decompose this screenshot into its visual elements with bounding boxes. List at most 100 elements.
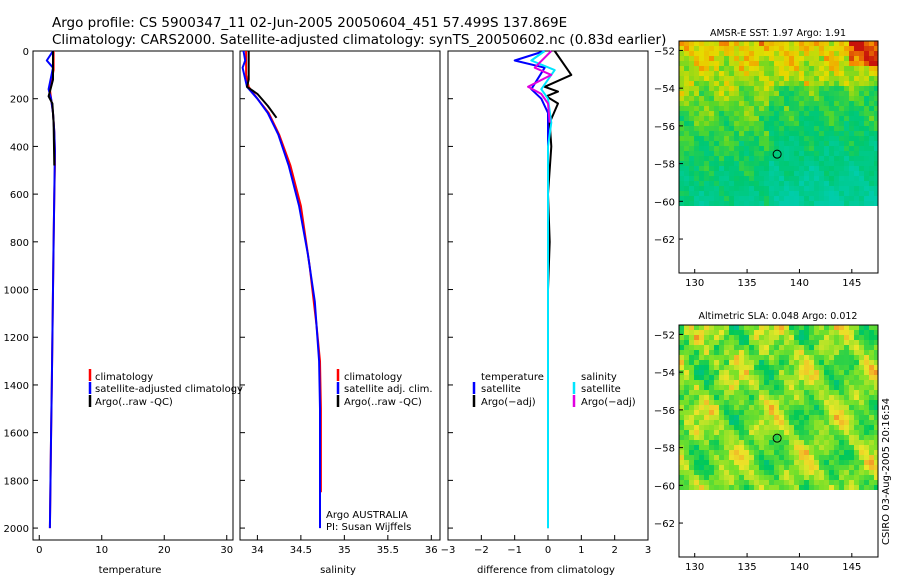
sst-heat-cell <box>869 131 875 137</box>
sst-heat-cell <box>729 191 735 197</box>
sla-heat-cell <box>689 330 695 336</box>
sla-heat-cell <box>759 440 765 446</box>
sst-heat-cell <box>874 141 878 147</box>
sla-heat-cell <box>864 360 870 366</box>
sst-heat-cell <box>874 91 878 97</box>
sst-heat-cell <box>849 151 855 157</box>
sst-heat-cell <box>684 181 690 187</box>
sla-heat-cell <box>734 330 740 336</box>
sla-heat-cell <box>729 330 735 336</box>
sla-heat-cell <box>864 440 870 446</box>
sst-heat-cell <box>729 111 735 117</box>
sla-heat-cell <box>764 400 770 406</box>
sst-heat-cell <box>809 106 815 112</box>
sst-heat-cell <box>709 191 715 197</box>
sst-heat-cell <box>739 121 745 127</box>
sst-heat-cell <box>844 101 850 107</box>
sla-heat-cell <box>709 445 715 451</box>
sst-heat-cell <box>754 41 760 47</box>
depth-tick-label: 1000 <box>4 286 29 297</box>
sst-heat-cell <box>724 96 730 102</box>
sst-heat-cell <box>714 51 720 57</box>
sst-heat-cell <box>854 86 860 92</box>
sst-heat-cell <box>774 56 780 62</box>
sla-heat-cell <box>869 385 875 391</box>
sla-heat-cell <box>844 375 850 381</box>
sla-heat-cell <box>854 325 860 331</box>
sla-heat-cell <box>809 390 815 396</box>
sst-heat-cell <box>799 116 805 122</box>
sla-heat-cell <box>709 355 715 361</box>
sla-heat-cell <box>694 375 700 381</box>
sla-heat-cell <box>779 440 785 446</box>
sst-heat-cell <box>724 106 730 112</box>
legend-label-argo: Argo(..raw -QC) <box>344 397 422 408</box>
sla-heat-cell <box>804 445 810 451</box>
sst-heat-cell <box>844 56 850 62</box>
sla-heat-cell <box>814 420 820 426</box>
sst-heat-cell <box>864 136 870 142</box>
sst-heat-cell <box>859 66 865 72</box>
sst-heat-cell <box>764 66 770 72</box>
sst-heat-cell <box>704 186 710 192</box>
sst-heat-cell <box>864 91 870 97</box>
sla-heat-cell <box>829 380 835 386</box>
sla-heat-cell <box>849 435 855 441</box>
sst-heat-cell <box>814 61 820 67</box>
sst-heat-cell <box>764 96 770 102</box>
sla-heat-cell <box>729 405 735 411</box>
sla-heat-cell <box>724 425 730 431</box>
sla-heat-cell <box>774 455 780 461</box>
sla-heat-cell <box>679 330 685 336</box>
header-line-1: Argo profile: CS 5900347_11 02-Jun-2005 … <box>52 15 567 31</box>
sla-heat-cell <box>679 395 685 401</box>
sla-heat-cell <box>704 430 710 436</box>
sla-heat-cell <box>824 370 830 376</box>
sla-heat-cell <box>694 480 700 486</box>
sst-heat-cell <box>864 56 870 62</box>
sst-heat-cell <box>744 151 750 157</box>
sla-heat-cell <box>739 415 745 421</box>
sst-heat-cell <box>779 196 785 202</box>
sla-heat-cell <box>819 370 825 376</box>
sst-heat-cell <box>749 111 755 117</box>
sla-heat-cell <box>754 475 760 481</box>
sla-heat-cell <box>819 415 825 421</box>
sla-heat-cell <box>789 435 795 441</box>
sla-heat-cell <box>694 340 700 346</box>
sst-heat-cell <box>694 116 700 122</box>
sst-heat-cell <box>739 196 745 202</box>
sla-heat-cell <box>799 475 805 481</box>
sla-heat-cell <box>694 395 700 401</box>
sst-heat-cell <box>784 41 790 47</box>
sla-heat-cell <box>869 380 875 386</box>
sst-heat-cell <box>819 81 825 87</box>
sla-heat-cell <box>864 370 870 376</box>
sla-heat-cell <box>714 350 720 356</box>
sla-heat-cell <box>799 330 805 336</box>
sla-heat-cell <box>714 445 720 451</box>
timestamp-side-label: CSIRO 03-Aug-2005 20:16:54 <box>881 398 892 545</box>
sla-heat-cell <box>849 415 855 421</box>
sla-heat-cell <box>834 450 840 456</box>
sla-ytick-label: −54 <box>654 368 675 379</box>
sst-heat-cell <box>849 196 855 202</box>
argo-annotation-line-1: Argo AUSTRALIA <box>326 510 408 521</box>
sst-heat-cell <box>684 156 690 162</box>
sst-heat-cell <box>819 176 825 182</box>
sla-heat-cell <box>809 330 815 336</box>
sla-heat-cell <box>694 485 700 490</box>
sla-heat-cell <box>729 385 735 391</box>
sla-heat-cell <box>824 400 830 406</box>
sst-heat-cell <box>869 146 875 152</box>
sla-heat-cell <box>679 455 685 461</box>
sla-heat-cell <box>859 450 865 456</box>
sla-heat-cell <box>769 365 775 371</box>
sst-heat-cell <box>679 186 685 192</box>
sla-heat-cell <box>704 410 710 416</box>
sla-heat-cell <box>874 390 878 396</box>
sla-heat-cell <box>774 465 780 471</box>
sla-heat-cell <box>679 380 685 386</box>
sst-heat-cell <box>704 121 710 127</box>
sla-heat-cell <box>814 445 820 451</box>
